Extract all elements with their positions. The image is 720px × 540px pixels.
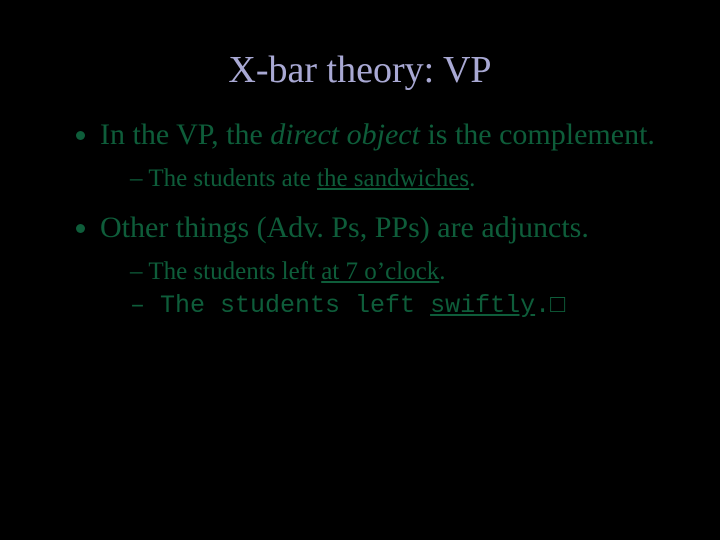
text-run: Other things (Adv. Ps, PPs) are adjuncts… [100,211,589,244]
slide: X-bar theory: VP In the VP, the direct o… [0,0,720,540]
underline-run: swiftly [430,291,535,320]
sub-bullet-item: The students ate the sandwiches. [130,162,660,196]
underline-run: at 7 o’clock [321,258,439,285]
bullet-item: Other things (Adv. Ps, PPs) are adjuncts… [100,209,660,322]
text-run: . [439,258,445,285]
text-run: In the VP, the [100,118,270,151]
text-run: .□ [535,291,565,320]
text-run: The students left [148,258,321,285]
slide-title: X-bar theory: VP [0,0,720,116]
sub-bullet-list: The students ate the sandwiches. [100,162,660,196]
text-run: The students ate [148,165,317,192]
text-run: . [469,165,475,192]
bullet-item: In the VP, the direct object is the comp… [100,116,660,195]
text-run: is the complement. [420,118,655,151]
underline-run: the sandwiches [317,165,469,192]
sub-bullet-item: The students left swiftly.□ [130,289,660,323]
text-run: The students left [160,291,430,320]
slide-body: In the VP, the direct object is the comp… [0,116,720,322]
sub-bullet-list: The students left at 7 o’clock. The stud… [100,255,660,323]
italic-run: direct object [270,118,420,151]
bullet-list: In the VP, the direct object is the comp… [72,116,660,322]
sub-bullet-item: The students left at 7 o’clock. [130,255,660,289]
